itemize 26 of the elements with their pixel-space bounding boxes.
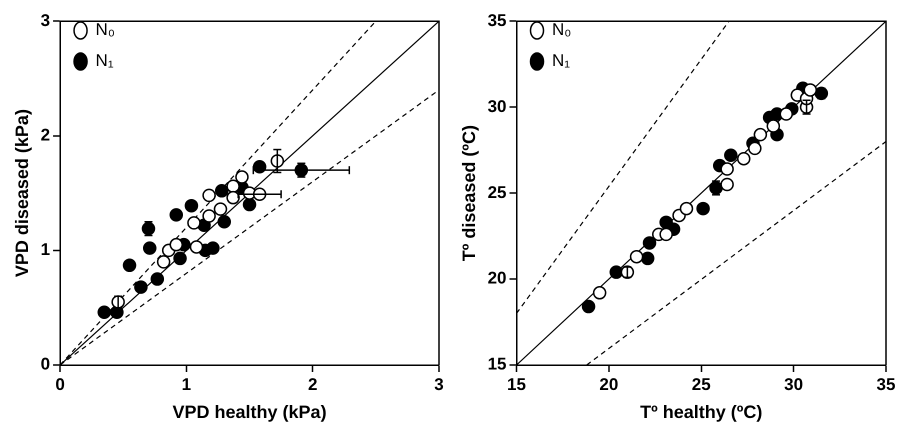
x-tick-label: 25 xyxy=(692,374,711,394)
y-tick-label: 20 xyxy=(488,268,507,288)
y-axis-title: Tº diseased (ºC) xyxy=(458,125,479,262)
legend-label: N₁ xyxy=(96,51,114,70)
x-tick-label: 30 xyxy=(784,374,804,394)
y-tick-label: 2 xyxy=(40,125,50,144)
y-tick-label: 25 xyxy=(488,182,507,202)
x-tick-label: 20 xyxy=(599,374,618,394)
x-tick-label: 3 xyxy=(434,374,444,394)
x-tick-label: 0 xyxy=(55,374,65,394)
y-tick-label: 3 xyxy=(40,10,50,30)
y-axis-title: VPD diseased (kPa) xyxy=(12,109,32,278)
y-tick-label: 35 xyxy=(488,10,507,30)
x-tick-label: 35 xyxy=(876,374,896,394)
x-axis-title: VPD healthy (kPa) xyxy=(172,402,327,422)
x-tick-label: 1 xyxy=(182,374,192,394)
y-tick-label: 1 xyxy=(40,240,50,260)
x-axis-title: Tº healthy (ºC) xyxy=(640,402,762,422)
y-tick-label: 0 xyxy=(40,354,50,374)
legend-label: N₀ xyxy=(96,20,115,40)
legend-label: N₁ xyxy=(552,51,570,70)
x-tick-label: 2 xyxy=(308,374,318,394)
x-tick-label: 15 xyxy=(507,374,526,394)
legend-label: N₀ xyxy=(552,20,572,40)
y-tick-label: 30 xyxy=(488,96,507,116)
y-tick-label: 15 xyxy=(488,354,507,374)
